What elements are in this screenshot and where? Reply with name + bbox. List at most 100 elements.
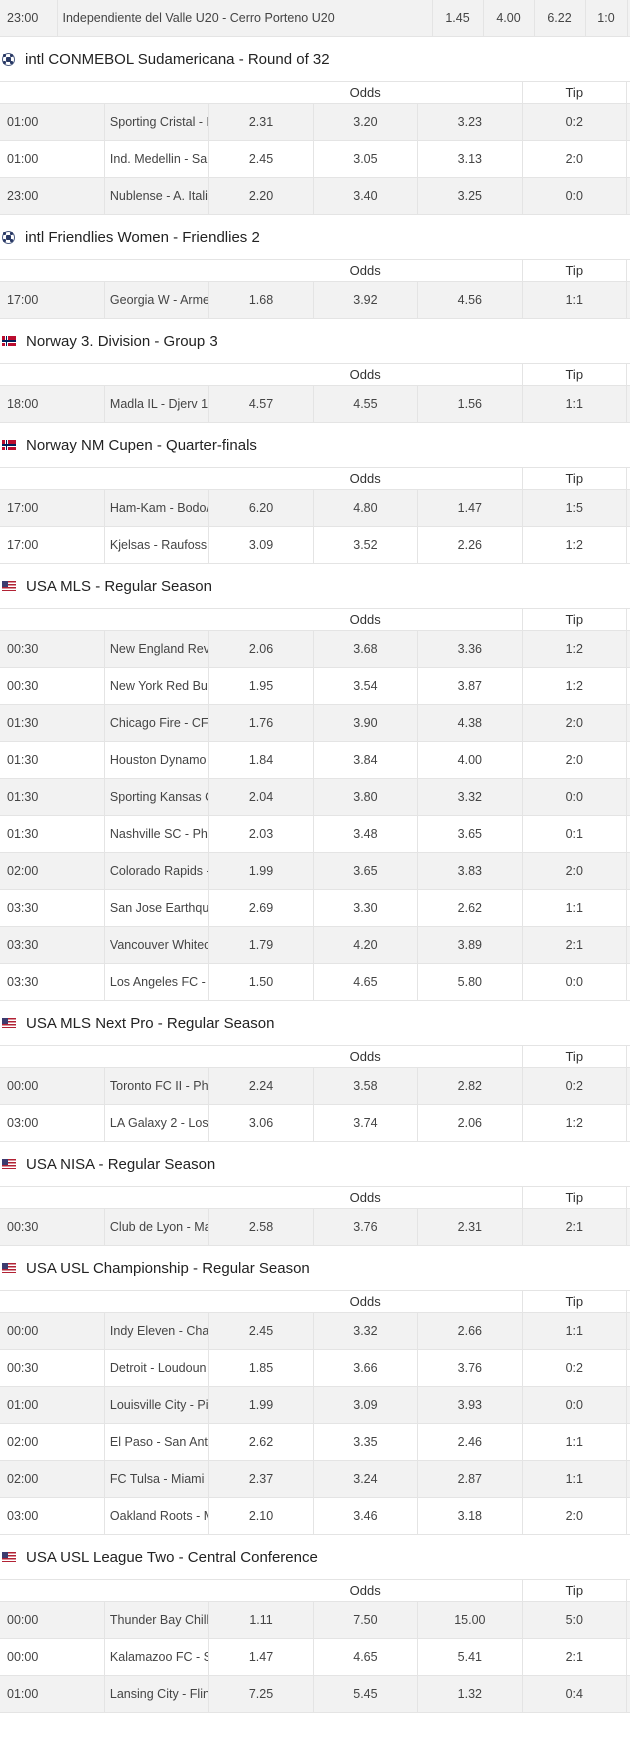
match-teams[interactable]: Kjelsas - Raufoss (104, 526, 210, 564)
match-teams[interactable]: Sporting Kansas City - Real Salt Lake (104, 778, 210, 816)
match-teams[interactable]: Madla IL - Djerv 1919 (104, 385, 210, 423)
odds-draw: 3.92 (313, 281, 419, 319)
match-teams[interactable]: Lansing City - Flint City (104, 1675, 210, 1713)
row-edge (626, 1067, 630, 1105)
match-teams[interactable]: FC Tulsa - Miami FC (104, 1460, 210, 1498)
match-teams[interactable]: Oakland Roots - Memphis (104, 1497, 210, 1535)
table-header: Odds Tip (0, 608, 630, 631)
odds-away: 5.41 (417, 1638, 523, 1676)
league-title[interactable]: USA MLS Next Pro - Regular Season (0, 1001, 630, 1045)
match-teams[interactable]: Chicago Fire - CF Montreal (104, 704, 210, 742)
tip-header: Tip (522, 608, 628, 631)
league-title[interactable]: intl Friendlies Women - Friendlies 2 (0, 215, 630, 259)
match-teams[interactable]: Indy Eleven - Charleston (104, 1312, 210, 1350)
match-teams[interactable]: New York Red Bulls - FC Cincinnati (104, 667, 210, 705)
odds-draw: 4.80 (313, 489, 419, 527)
league-title[interactable]: USA MLS - Regular Season (0, 564, 630, 608)
row-edge (626, 1638, 630, 1676)
match-teams[interactable]: San Jose Earthquakes - Seattle Sounders (104, 889, 210, 927)
match-row[interactable]: 00:30 Detroit - Loudoun 1.85 3.66 3.76 0:2 (0, 1349, 630, 1387)
match-teams[interactable]: Toronto FC II - Philadelphia Union II (104, 1067, 210, 1105)
league-title[interactable]: intl CONMEBOL Sudamericana - Round of 32 (0, 37, 630, 81)
match-teams[interactable]: Sporting Cristal - Emelec (104, 103, 210, 141)
league-name[interactable]: USA MLS Next Pro - Regular Season (26, 1014, 275, 1032)
tip-score: 0:2 (522, 1067, 628, 1105)
match-teams[interactable]: Thunder Bay Chill - Bavarian United (104, 1601, 210, 1639)
league-title[interactable]: USA NISA - Regular Season (0, 1142, 630, 1186)
league-name[interactable]: intl Friendlies Women - Friendlies 2 (25, 228, 260, 246)
match-teams[interactable]: Ham-Kam - Bodo/Glimt (104, 489, 210, 527)
row-edge (626, 489, 630, 527)
odds-home: 1.50 (208, 963, 314, 1001)
match-time: 00:00 (0, 1067, 105, 1105)
match-row[interactable]: 17:00 Kjelsas - Raufoss 3.09 3.52 2.26 1:2 (0, 526, 630, 564)
match-teams[interactable]: Georgia W - Armenia W (104, 281, 210, 319)
league-name[interactable]: USA NISA - Regular Season (26, 1155, 216, 1173)
table-header: Odds Tip (0, 467, 630, 490)
match-teams[interactable]: New England Revolution - Atlanta Utd (104, 630, 210, 668)
league-name[interactable]: Norway NM Cupen - Quarter-finals (26, 436, 257, 454)
match-teams[interactable]: Club de Lyon - Maryland Bobcats (104, 1208, 210, 1246)
league-name[interactable]: intl CONMEBOL Sudamericana - Round of 32 (25, 50, 330, 68)
league-title[interactable]: Norway NM Cupen - Quarter-finals (0, 423, 630, 467)
match-teams[interactable]: Houston Dynamo - Minnesota United (104, 741, 210, 779)
match-teams[interactable]: Colorado Rapids - Portland Timbers (104, 852, 210, 890)
match-teams[interactable]: Louisville City - Pittsburgh (104, 1386, 210, 1424)
match-time: 17:00 (0, 526, 105, 564)
odds-away: 3.65 (417, 815, 523, 853)
league-title[interactable]: Norway 3. Division - Group 3 (0, 319, 630, 363)
match-teams[interactable]: Nublense - A. Italiano (104, 177, 210, 215)
match-teams[interactable]: Los Angeles FC - St. Louis City (104, 963, 210, 1001)
match-row[interactable]: 23:00 Independiente del Valle U20 - Cerr… (0, 0, 630, 37)
usa-flag-icon (2, 1552, 16, 1562)
match-teams[interactable]: Vancouver Whitecaps - Austin FC (104, 926, 210, 964)
match-teams[interactable]: Independiente del Valle U20 - Cerro Port… (57, 0, 433, 37)
league-name[interactable]: USA MLS - Regular Season (26, 577, 212, 595)
match-teams[interactable]: Nashville SC - Philadelphia Union (104, 815, 210, 853)
league-name[interactable]: Norway 3. Division - Group 3 (26, 332, 218, 350)
league-name[interactable]: USA USL League Two - Central Conference (26, 1548, 318, 1566)
match-teams[interactable]: Detroit - Loudoun (104, 1349, 210, 1387)
league-title[interactable]: USA USL League Two - Central Conference (0, 1535, 630, 1579)
row-edge (626, 1312, 630, 1350)
match-teams[interactable]: El Paso - San Antonio (104, 1423, 210, 1461)
row-edge (626, 852, 630, 890)
league-title[interactable]: USA USL Championship - Regular Season (0, 1246, 630, 1290)
match-teams[interactable]: Kalamazoo FC - South Bend Lions (104, 1638, 210, 1676)
match-teams[interactable]: LA Galaxy 2 - Los Angeles FC II (104, 1104, 210, 1142)
league-name[interactable]: USA USL Championship - Regular Season (26, 1259, 310, 1277)
odds-away: 2.31 (417, 1208, 523, 1246)
match-time: 00:30 (0, 1208, 105, 1246)
match-teams[interactable]: Ind. Medellin - San Lorenzo (104, 140, 210, 178)
